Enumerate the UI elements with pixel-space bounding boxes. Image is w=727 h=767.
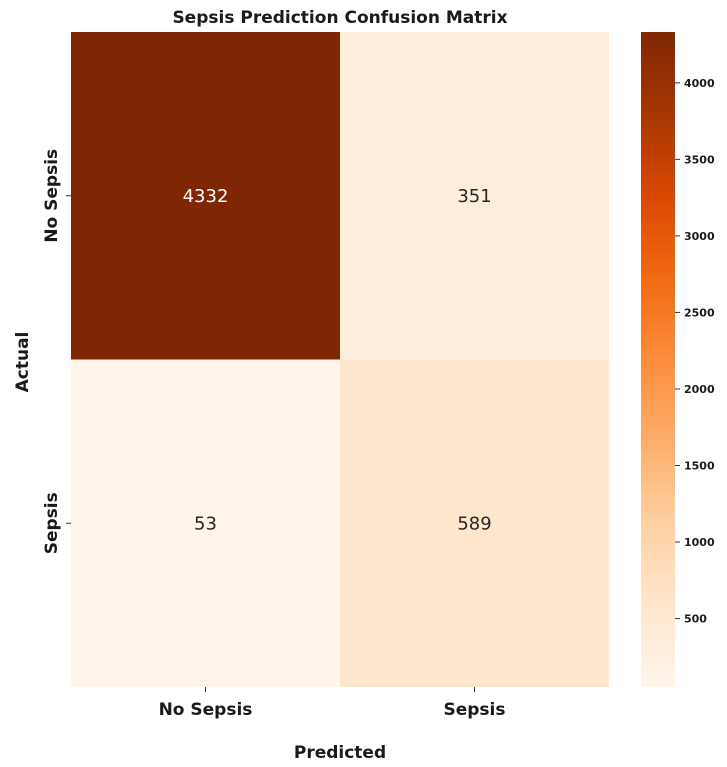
colorbar-tick-label: 500 (684, 613, 707, 626)
heatmap-cell (71, 359, 340, 687)
x-axis-label: Predicted (294, 743, 386, 763)
cell-value-label: 4332 (183, 186, 229, 207)
y-tick-label: No Sepsis (42, 149, 62, 243)
heatmap-cell (340, 32, 609, 360)
colorbar-tick-label: 2500 (684, 306, 715, 319)
x-tick-label: Sepsis (443, 700, 505, 720)
y-axis-ticks: No Sepsis Sepsis (42, 149, 71, 554)
colorbar-tick-label: 1000 (684, 536, 715, 549)
chart-title: Sepsis Prediction Confusion Matrix (172, 8, 507, 28)
colorbar-tick-label: 1500 (684, 460, 715, 473)
heatmap-cell (71, 32, 340, 360)
y-tick-label: Sepsis (42, 492, 62, 554)
cell-value-label: 589 (457, 513, 491, 534)
colorbar (641, 32, 675, 687)
y-axis-label: Actual (13, 332, 33, 393)
heatmap-cells: 4332 351 53 589 (71, 32, 609, 687)
x-axis-ticks: No Sepsis Sepsis (159, 687, 506, 720)
cell-value-label: 53 (194, 513, 217, 534)
cell-value-label: 351 (457, 186, 491, 207)
colorbar-tick-label: 4000 (684, 77, 715, 90)
colorbar-tick-label: 3000 (684, 230, 715, 243)
colorbar-tick-label: 2000 (684, 383, 715, 396)
colorbar-tick-label: 3500 (684, 153, 715, 166)
x-tick-label: No Sepsis (159, 700, 253, 720)
heatmap-cell (340, 359, 609, 687)
colorbar-ticks: 500 1000 1500 2000 2500 3000 3500 4000 (675, 77, 715, 626)
